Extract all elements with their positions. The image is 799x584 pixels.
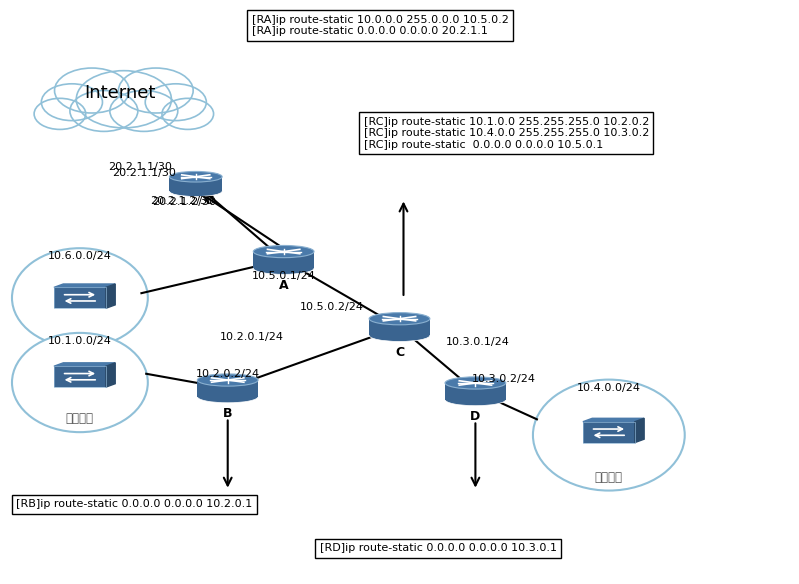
Ellipse shape <box>118 68 193 113</box>
Text: 末端网络: 末端网络 <box>594 471 623 484</box>
Ellipse shape <box>70 91 138 131</box>
Circle shape <box>12 248 148 347</box>
Text: 10.3.0.2/24: 10.3.0.2/24 <box>471 374 535 384</box>
Circle shape <box>533 380 685 491</box>
Polygon shape <box>54 363 115 366</box>
Ellipse shape <box>77 71 171 128</box>
Text: D: D <box>471 411 480 423</box>
Text: 20.2.1.2/30: 20.2.1.2/30 <box>152 197 216 207</box>
Text: [RA]ip route-static 10.0.0.0 255.0.0.0 10.5.0.2
[RA]ip route-static 0.0.0.0 0.0.: [RA]ip route-static 10.0.0.0 255.0.0.0 1… <box>252 15 508 36</box>
Text: 10.6.0.0/24: 10.6.0.0/24 <box>48 251 112 261</box>
Ellipse shape <box>253 262 314 274</box>
FancyBboxPatch shape <box>583 422 634 443</box>
Text: A: A <box>279 279 288 292</box>
FancyBboxPatch shape <box>54 287 105 308</box>
Ellipse shape <box>169 172 222 182</box>
FancyBboxPatch shape <box>54 366 105 387</box>
Ellipse shape <box>197 374 258 386</box>
Text: [RB]ip route-static 0.0.0.0 0.0.0.0 10.2.0.1: [RB]ip route-static 0.0.0.0 0.0.0.0 10.2… <box>16 499 252 509</box>
Text: [RD]ip route-static 0.0.0.0 0.0.0.0 10.3.0.1: [RD]ip route-static 0.0.0.0 0.0.0.0 10.3… <box>320 543 557 553</box>
Ellipse shape <box>445 394 506 406</box>
Text: C: C <box>395 346 404 359</box>
Text: 20.2.1.1/30: 20.2.1.1/30 <box>108 162 172 172</box>
Text: 10.5.0.2/24: 10.5.0.2/24 <box>300 303 364 312</box>
Text: 10.1.0.0/24: 10.1.0.0/24 <box>48 336 112 346</box>
Ellipse shape <box>145 84 206 121</box>
Polygon shape <box>105 363 115 387</box>
Ellipse shape <box>54 68 129 113</box>
Ellipse shape <box>109 91 177 131</box>
Polygon shape <box>54 284 115 287</box>
Text: 末端网络: 末端网络 <box>66 412 94 425</box>
Text: 20.2.1.1/30: 20.2.1.1/30 <box>112 168 176 178</box>
Text: 10.5.0.1/24: 10.5.0.1/24 <box>252 272 316 281</box>
Ellipse shape <box>169 186 222 196</box>
Text: Internet: Internet <box>84 85 156 102</box>
Text: 10.4.0.0/24: 10.4.0.0/24 <box>577 383 641 392</box>
Text: 10.2.0.2/24: 10.2.0.2/24 <box>196 369 260 379</box>
Polygon shape <box>105 284 115 308</box>
Text: B: B <box>223 408 233 420</box>
Ellipse shape <box>42 84 102 121</box>
Ellipse shape <box>162 98 213 130</box>
Ellipse shape <box>197 391 258 403</box>
Text: 10.3.0.1/24: 10.3.0.1/24 <box>446 338 510 347</box>
Ellipse shape <box>253 245 314 258</box>
Polygon shape <box>634 418 644 443</box>
FancyBboxPatch shape <box>369 319 430 335</box>
FancyBboxPatch shape <box>445 383 506 399</box>
Text: 20.2.1.2/30: 20.2.1.2/30 <box>150 196 214 206</box>
FancyBboxPatch shape <box>169 177 222 191</box>
Ellipse shape <box>445 377 506 389</box>
FancyBboxPatch shape <box>253 252 314 268</box>
Polygon shape <box>583 418 644 422</box>
Ellipse shape <box>369 312 430 325</box>
Text: [RC]ip route-static 10.1.0.0 255.255.255.0 10.2.0.2
[RC]ip route-static 10.4.0.0: [RC]ip route-static 10.1.0.0 255.255.255… <box>364 117 649 150</box>
FancyBboxPatch shape <box>197 380 258 397</box>
Text: 10.2.0.1/24: 10.2.0.1/24 <box>220 332 284 342</box>
Ellipse shape <box>369 329 430 342</box>
Circle shape <box>12 333 148 432</box>
Ellipse shape <box>34 98 85 130</box>
